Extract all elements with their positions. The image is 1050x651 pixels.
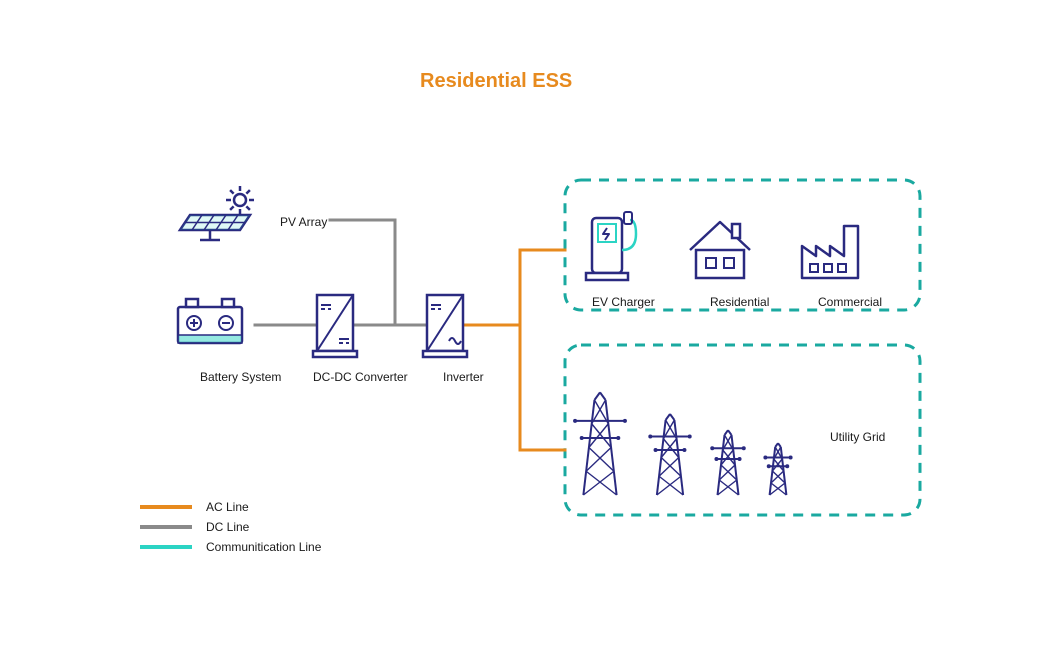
legend-label: Communitication Line — [206, 540, 321, 554]
legend-label: DC Line — [206, 520, 249, 534]
ev-charger-icon — [586, 212, 636, 280]
tower-icon-3 — [763, 443, 792, 495]
label-dcdc: DC-DC Converter — [313, 370, 408, 384]
label-commercial: Commercial — [818, 295, 882, 309]
legend-row-0: AC Line — [140, 500, 249, 514]
inverter-icon — [423, 295, 467, 357]
legend-label: AC Line — [206, 500, 249, 514]
tower-icon-2 — [710, 430, 746, 495]
legend-swatch — [140, 505, 192, 509]
legend-swatch — [140, 545, 192, 549]
legend-swatch — [140, 525, 192, 529]
residential-icon — [690, 222, 750, 278]
label-utility_grid: Utility Grid — [830, 430, 885, 444]
label-pv_array: PV Array — [280, 215, 327, 229]
tower-icon-0 — [573, 392, 627, 495]
legend-row-1: DC Line — [140, 520, 249, 534]
tower-icon-1 — [648, 414, 691, 495]
label-battery: Battery System — [200, 370, 281, 384]
edge-inverter-loads — [465, 250, 565, 325]
pv-array-icon — [180, 186, 254, 240]
label-ev_charger: EV Charger — [592, 295, 655, 309]
label-residential: Residential — [710, 295, 769, 309]
legend-row-2: Communitication Line — [140, 540, 321, 554]
label-inverter: Inverter — [443, 370, 484, 384]
commercial-icon — [802, 226, 858, 278]
edge-inverter-grid — [520, 325, 565, 450]
battery-icon — [178, 299, 242, 343]
dcdc-converter-icon — [313, 295, 357, 357]
